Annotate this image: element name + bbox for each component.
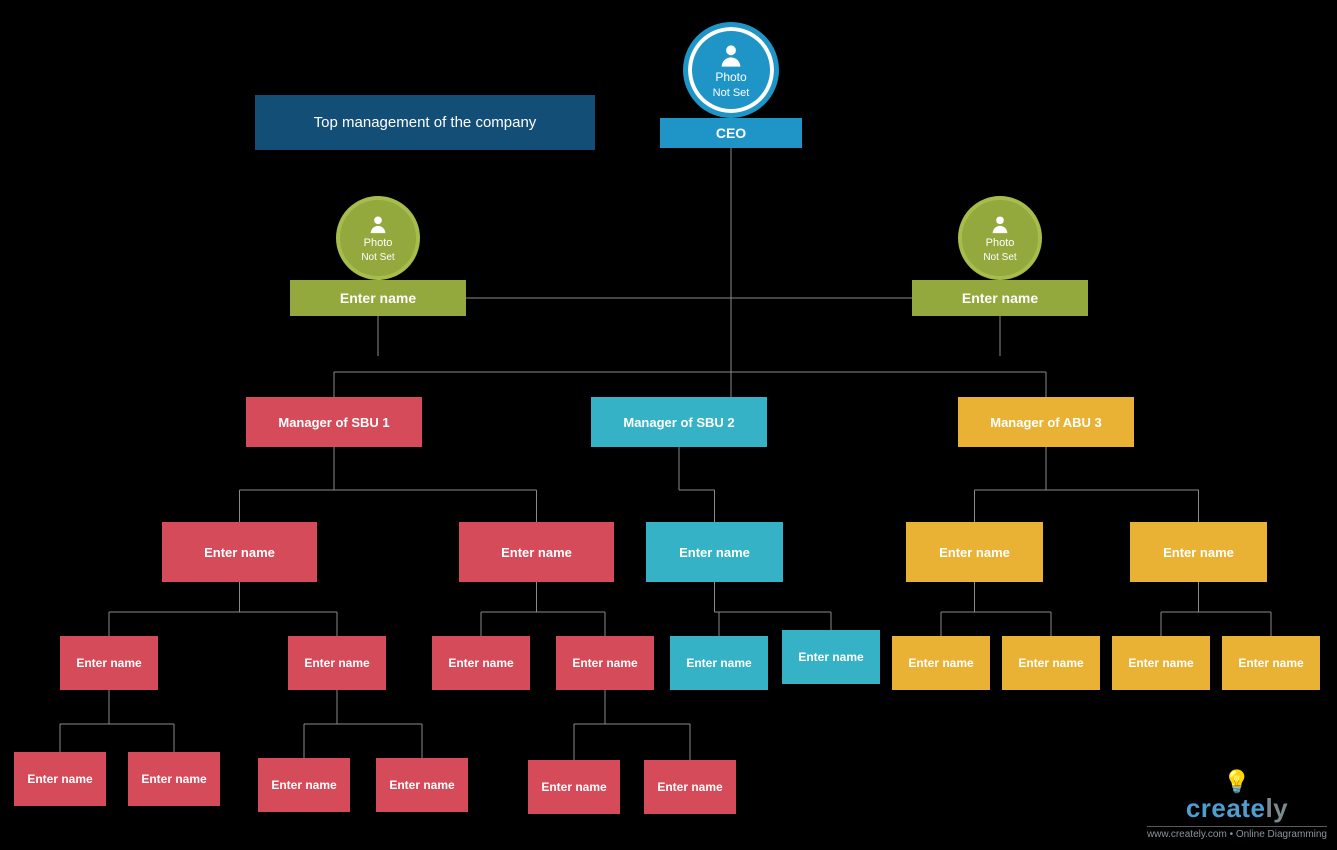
- l5-r1a: Enter name: [60, 636, 158, 690]
- l5-g2b-label: Enter name: [1238, 656, 1303, 670]
- l4-red-2: Enter name: [459, 522, 614, 582]
- l5-g2a-label: Enter name: [1128, 656, 1193, 670]
- photo-line1: Photo: [715, 71, 746, 84]
- photo-line1: Photo: [364, 237, 393, 249]
- l5-g1a: Enter name: [892, 636, 990, 690]
- l5-r2a-label: Enter name: [448, 656, 513, 670]
- ceo-label-box: CEO: [660, 118, 802, 148]
- manager-sbu1-box: Manager of SBU 1: [246, 397, 422, 447]
- l4-gold-1-label: Enter name: [939, 545, 1010, 560]
- l6-r2b1: Enter name: [528, 760, 620, 814]
- l5-t1a-label: Enter name: [686, 656, 751, 670]
- l4-teal-1: Enter name: [646, 522, 783, 582]
- bulb-icon: 💡: [1147, 771, 1327, 793]
- photo-line1: Photo: [986, 237, 1015, 249]
- title-box: Top management of the company: [255, 95, 595, 150]
- title-label: Top management of the company: [314, 114, 537, 131]
- l6-r1a1-label: Enter name: [27, 772, 92, 786]
- l6-r1b2-label: Enter name: [389, 778, 454, 792]
- ceo-label: CEO: [716, 125, 746, 141]
- l4-red-1: Enter name: [162, 522, 317, 582]
- l2-right-photo-badge: Photo Not Set: [958, 196, 1042, 280]
- photo-line2: Not Set: [983, 252, 1016, 263]
- l5-t1b-label: Enter name: [798, 650, 863, 664]
- l5-r1b-label: Enter name: [304, 656, 369, 670]
- ceo-photo-badge: Photo Not Set: [683, 22, 779, 118]
- l4-gold-2-label: Enter name: [1163, 545, 1234, 560]
- manager-sbu1-label: Manager of SBU 1: [278, 415, 389, 430]
- l6-r1b1-label: Enter name: [271, 778, 336, 792]
- l4-gold-2: Enter name: [1130, 522, 1267, 582]
- l5-r1a-label: Enter name: [76, 656, 141, 670]
- l4-teal-1-label: Enter name: [679, 545, 750, 560]
- l5-r2b-label: Enter name: [572, 656, 637, 670]
- l5-r1b: Enter name: [288, 636, 386, 690]
- org-chart-canvas: { "diagram": { "type": "tree", "backgrou…: [0, 0, 1337, 850]
- person-icon: [367, 213, 389, 235]
- person-icon: [989, 213, 1011, 235]
- l2-left-box: Enter name: [290, 280, 466, 316]
- l5-g2b: Enter name: [1222, 636, 1320, 690]
- manager-sbu2-label: Manager of SBU 2: [623, 415, 734, 430]
- l5-r2b: Enter name: [556, 636, 654, 690]
- manager-abu3-box: Manager of ABU 3: [958, 397, 1134, 447]
- l2-right-box: Enter name: [912, 280, 1088, 316]
- l5-r2a: Enter name: [432, 636, 530, 690]
- l6-r2b1-label: Enter name: [541, 780, 606, 794]
- person-icon: [717, 41, 745, 69]
- l6-r1a2: Enter name: [128, 752, 220, 806]
- l4-gold-1: Enter name: [906, 522, 1043, 582]
- l6-r1a2-label: Enter name: [141, 772, 206, 786]
- l6-r2b2: Enter name: [644, 760, 736, 814]
- photo-line2: Not Set: [361, 252, 394, 263]
- l5-t1b: Enter name: [782, 630, 880, 684]
- l6-r1b1: Enter name: [258, 758, 350, 812]
- l6-r1a1: Enter name: [14, 752, 106, 806]
- l4-red-1-label: Enter name: [204, 545, 275, 560]
- l6-r1b2: Enter name: [376, 758, 468, 812]
- l5-g1b-label: Enter name: [1018, 656, 1083, 670]
- l6-r2b2-label: Enter name: [657, 780, 722, 794]
- brand-name: creately: [1147, 793, 1327, 824]
- l5-g1a-label: Enter name: [908, 656, 973, 670]
- brand-sub: www.creately.com • Online Diagramming: [1147, 826, 1327, 840]
- l2-left-photo-badge: Photo Not Set: [336, 196, 420, 280]
- brand-part2: ly: [1265, 793, 1288, 823]
- manager-sbu2-box: Manager of SBU 2: [591, 397, 767, 447]
- l2-left-label: Enter name: [340, 290, 416, 306]
- l2-right-label: Enter name: [962, 290, 1038, 306]
- photo-line2: Not Set: [713, 87, 750, 99]
- manager-abu3-label: Manager of ABU 3: [990, 415, 1101, 430]
- l4-red-2-label: Enter name: [501, 545, 572, 560]
- creately-watermark: 💡 creately www.creately.com • Online Dia…: [1147, 771, 1327, 840]
- l5-g1b: Enter name: [1002, 636, 1100, 690]
- l5-g2a: Enter name: [1112, 636, 1210, 690]
- brand-part1: create: [1186, 793, 1266, 823]
- l5-t1a: Enter name: [670, 636, 768, 690]
